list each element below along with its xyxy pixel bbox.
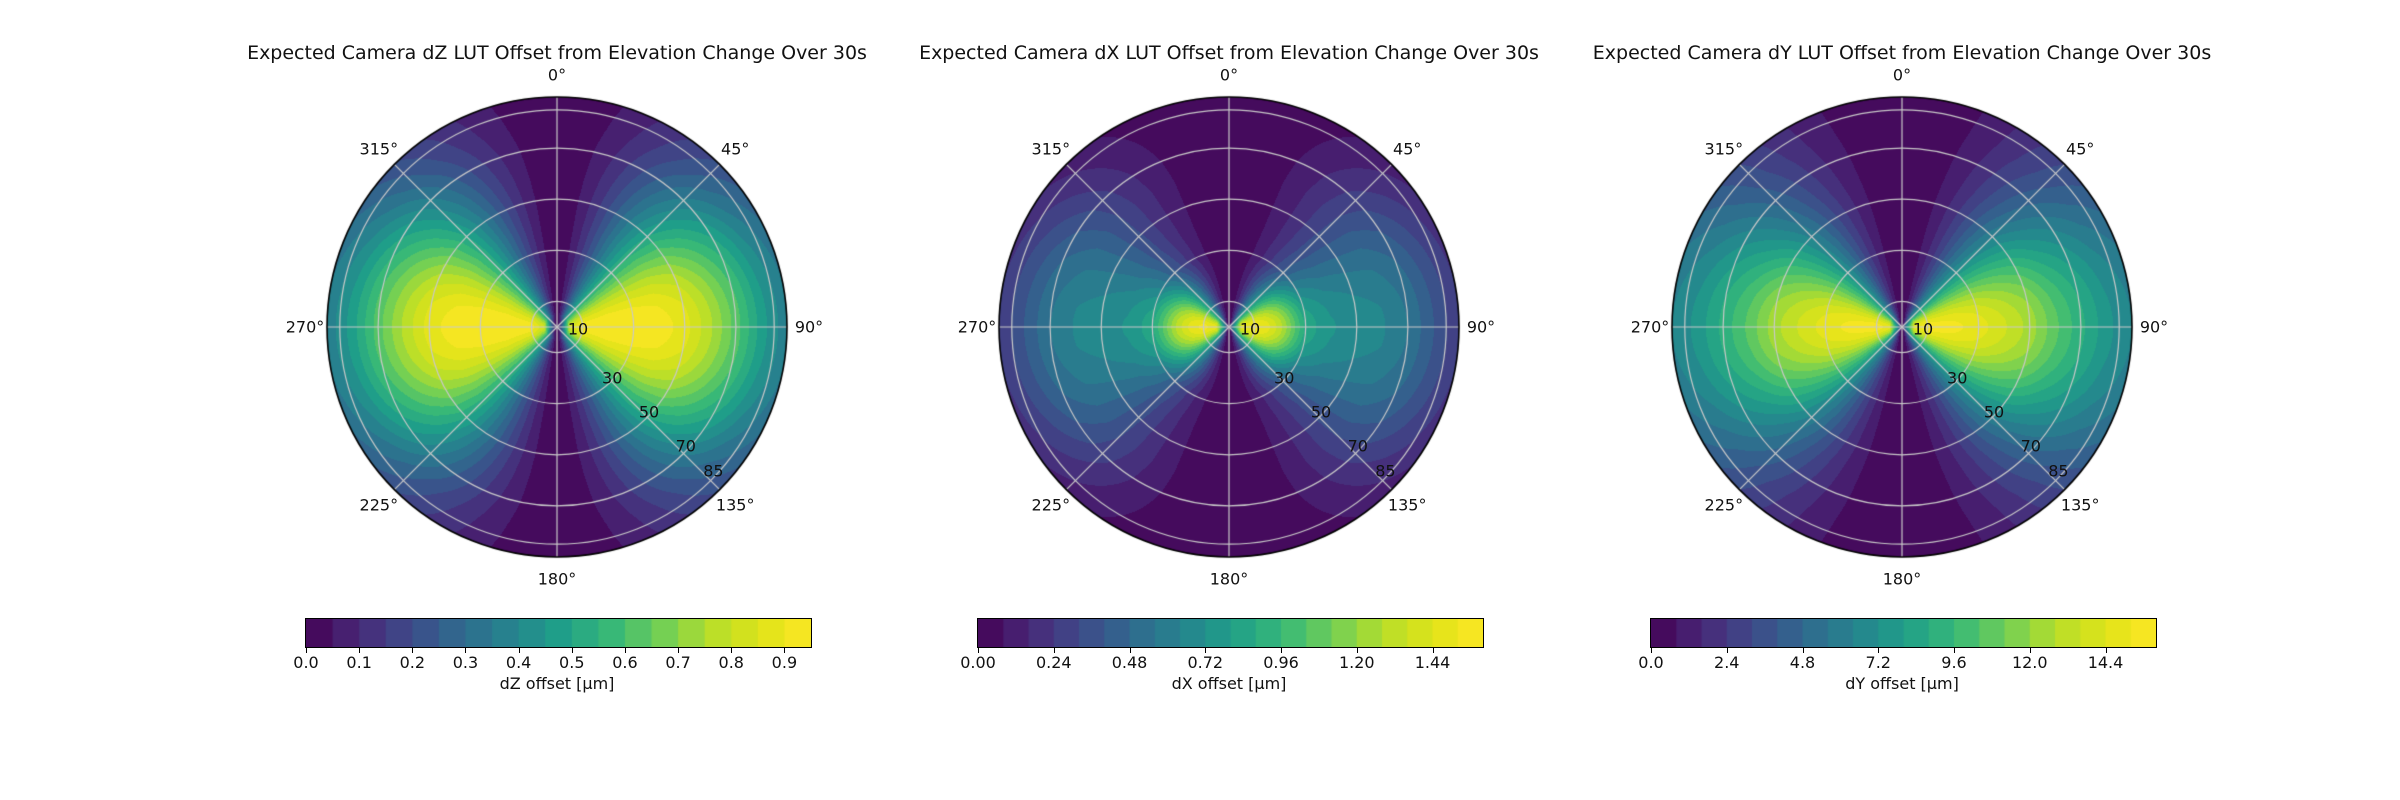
colorbar-tick-label: 0.96	[1263, 653, 1299, 672]
colorbar-axis-label-dx: dX offset [μm]	[1171, 674, 1287, 693]
theta-tick-label: 90°	[794, 317, 824, 337]
colorbar-tick-label: 0.0	[293, 653, 319, 672]
colorbar-tick-label: 4.8	[1789, 653, 1816, 672]
colorbar-tick-mark	[412, 648, 414, 653]
colorbar-tick-mark	[518, 648, 520, 653]
polar-figure-dy: Expected Camera dY LUT Offset from Eleva…	[1572, 0, 2232, 800]
colorbar-tick-mark	[1356, 648, 1358, 653]
colorbar-tick-mark	[1281, 648, 1282, 653]
colorbar-dz	[305, 618, 812, 648]
colorbar-tick-mark	[1726, 648, 1728, 653]
plot-title-dz: Expected Camera dZ LUT Offset from Eleva…	[247, 42, 867, 64]
polar-figure-dz: Expected Camera dZ LUT Offset from Eleva…	[227, 0, 887, 800]
colorbar-tick-label: 12.0	[2011, 653, 2048, 672]
colorbar-tick-mark	[465, 648, 467, 653]
colorbar-tick-mark	[624, 648, 626, 653]
theta-tick-label: 90°	[2139, 317, 2169, 337]
plot-title-dx: Expected Camera dX LUT Offset from Eleva…	[919, 42, 1539, 64]
colorbar-tick-mark	[1432, 648, 1434, 653]
colorbar-tick-label: 0.9	[771, 653, 798, 672]
colorbar-tick-label: 9.6	[1941, 653, 1967, 672]
colorbar-tick-label: 0.72	[1187, 653, 1224, 672]
colorbar-axis-label-dz: dZ offset [μm]	[499, 674, 615, 693]
colorbar-tick-label: 0.1	[346, 653, 372, 672]
colorbar-tick-mark	[978, 648, 979, 653]
colorbar-tick-mark	[1954, 648, 1955, 653]
colorbar-tick-mark	[1651, 648, 1652, 653]
theta-tick-label: 180°	[1882, 569, 1922, 589]
polar-plot-dz	[317, 87, 797, 567]
polar-plot-dy	[1662, 87, 2142, 567]
colorbar-tick-mark	[1205, 648, 1207, 653]
colorbar-tick-mark	[359, 648, 361, 653]
colorbar-tick-mark	[306, 648, 307, 653]
colorbar-tick-label: 0.7	[665, 653, 691, 672]
colorbar-gradient-dz	[306, 619, 811, 647]
colorbar-tick-label: 0.3	[452, 653, 479, 672]
colorbar-tick-mark	[1053, 648, 1055, 653]
theta-tick-label: 0°	[1219, 65, 1239, 85]
theta-tick-label: 180°	[1209, 569, 1249, 589]
colorbar-tick-label: 0.6	[612, 653, 638, 672]
colorbar-tick-label: 1.44	[1414, 653, 1451, 672]
colorbar-tick-label: 0.0	[1638, 653, 1664, 672]
plot-title-dy: Expected Camera dY LUT Offset from Eleva…	[1592, 42, 2212, 64]
colorbar-tick-label: 0.48	[1111, 653, 1148, 672]
colorbar-tick-mark	[571, 648, 573, 653]
colorbar-tick-label: 1.20	[1338, 653, 1375, 672]
polar-figure-dx: Expected Camera dX LUT Offset from Eleva…	[899, 0, 1559, 800]
polar-plot-dx	[989, 87, 1469, 567]
colorbar-axis-label-dy: dY offset [μm]	[1845, 674, 1959, 693]
colorbar-dy	[1650, 618, 2157, 648]
colorbar-tick-label: 0.2	[399, 653, 426, 672]
colorbar-tick-label: 0.00	[960, 653, 996, 672]
colorbar-tick-label: 7.2	[1865, 653, 1891, 672]
theta-tick-label: 180°	[537, 569, 577, 589]
colorbar-tick-mark	[1878, 648, 1880, 653]
colorbar-tick-label: 2.4	[1714, 653, 1740, 672]
theta-tick-label: 90°	[1466, 317, 1496, 337]
colorbar-tick-mark	[2029, 648, 2031, 653]
colorbar-gradient-dx	[978, 619, 1483, 647]
colorbar-tick-label: 0.5	[559, 653, 585, 672]
colorbar-tick-label: 0.24	[1035, 653, 1072, 672]
colorbar-tick-mark	[731, 648, 733, 653]
colorbar-tick-label: 14.4	[2087, 653, 2124, 672]
colorbar-tick-label: 0.4	[505, 653, 532, 672]
colorbar-tick-label: 0.8	[718, 653, 744, 672]
theta-tick-label: 0°	[547, 65, 567, 85]
colorbar-gradient-dy	[1651, 619, 2156, 647]
colorbar-tick-mark	[784, 648, 786, 653]
colorbar-dx	[977, 618, 1484, 648]
theta-tick-label: 0°	[1892, 65, 1912, 85]
colorbar-tick-mark	[678, 648, 680, 653]
colorbar-tick-mark	[2105, 648, 2107, 653]
colorbar-tick-mark	[1802, 648, 1804, 653]
colorbar-tick-mark	[1129, 648, 1131, 653]
